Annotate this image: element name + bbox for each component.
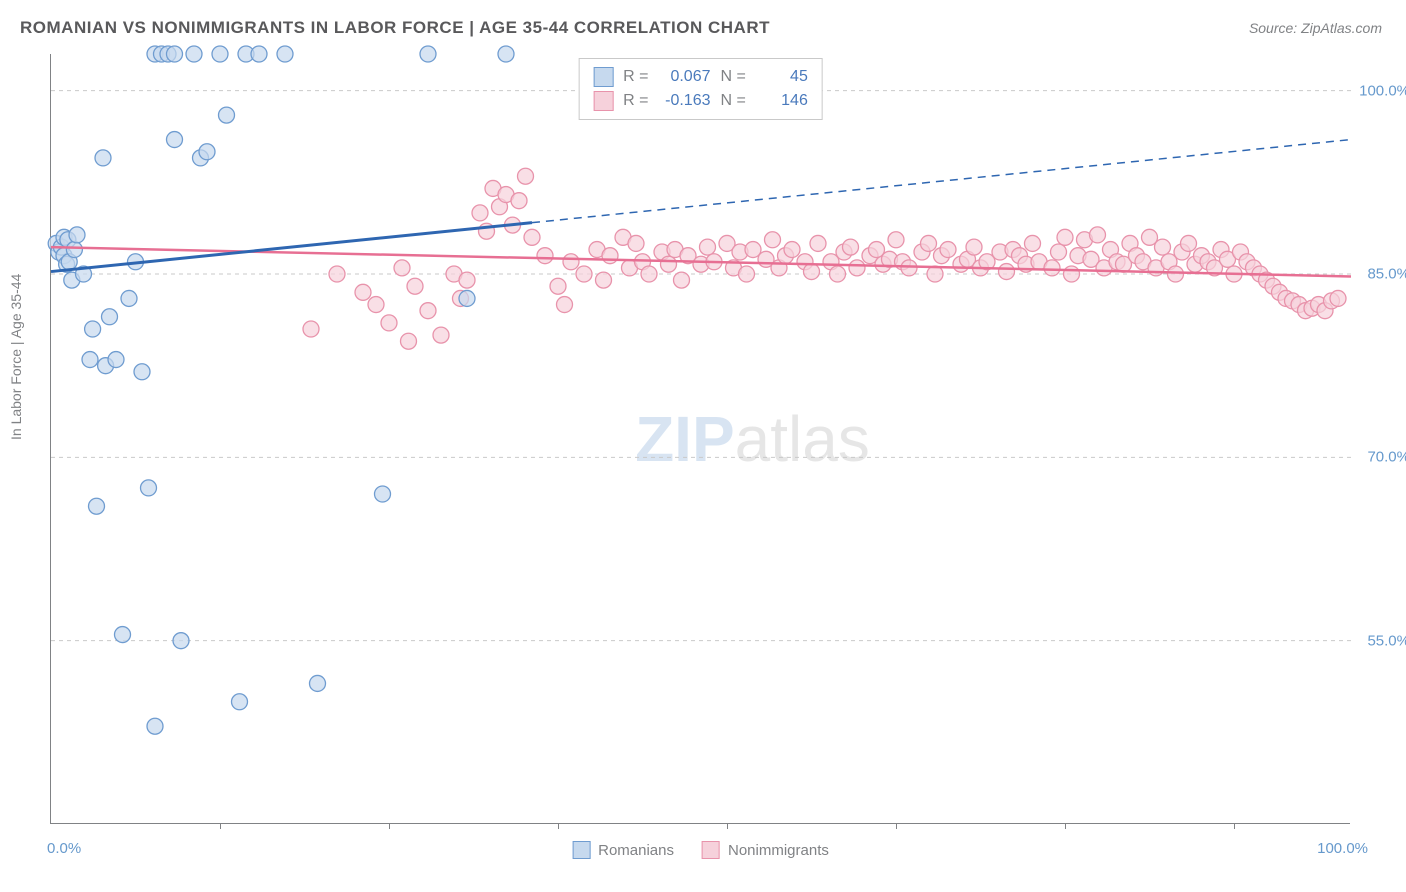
x-min-label: 0.0%	[47, 840, 81, 857]
stats-legend-box: R = 0.067 N = 45 R = -0.163 N = 146	[578, 58, 823, 120]
y-tick-label: 70.0%	[1355, 449, 1406, 466]
swatch-romanians	[593, 67, 613, 87]
legend-item-romanians: Romanians	[572, 841, 674, 859]
x-tick	[1234, 823, 1235, 829]
x-tick	[389, 823, 390, 829]
x-tick	[220, 823, 221, 829]
plot-area: ZIPatlas 55.0%70.0%85.0%100.0% 0.0% 100.…	[50, 54, 1350, 824]
x-tick	[727, 823, 728, 829]
legend-bottom: Romanians Nonimmigrants	[572, 841, 829, 859]
y-tick-label: 85.0%	[1355, 266, 1406, 283]
y-axis-label: In Labor Force | Age 35-44	[8, 274, 24, 440]
stats-row-romanians: R = 0.067 N = 45	[593, 65, 808, 89]
chart-container: ROMANIAN VS NONIMMIGRANTS IN LABOR FORCE…	[0, 0, 1406, 892]
source-label: Source: ZipAtlas.com	[1249, 20, 1382, 36]
y-tick-label: 100.0%	[1355, 82, 1406, 99]
chart-title: ROMANIAN VS NONIMMIGRANTS IN LABOR FORCE…	[20, 18, 770, 38]
chart-svg	[51, 54, 1351, 824]
y-tick-label: 55.0%	[1355, 632, 1406, 649]
legend-swatch-romanians	[572, 841, 590, 859]
legend-item-nonimmigrants: Nonimmigrants	[702, 841, 829, 859]
swatch-nonimmigrants	[593, 91, 613, 111]
x-max-label: 100.0%	[1317, 840, 1368, 857]
x-tick	[1065, 823, 1066, 829]
x-tick	[558, 823, 559, 829]
stats-row-nonimmigrants: R = -0.163 N = 146	[593, 89, 808, 113]
legend-swatch-nonimmigrants	[702, 841, 720, 859]
x-tick	[896, 823, 897, 829]
